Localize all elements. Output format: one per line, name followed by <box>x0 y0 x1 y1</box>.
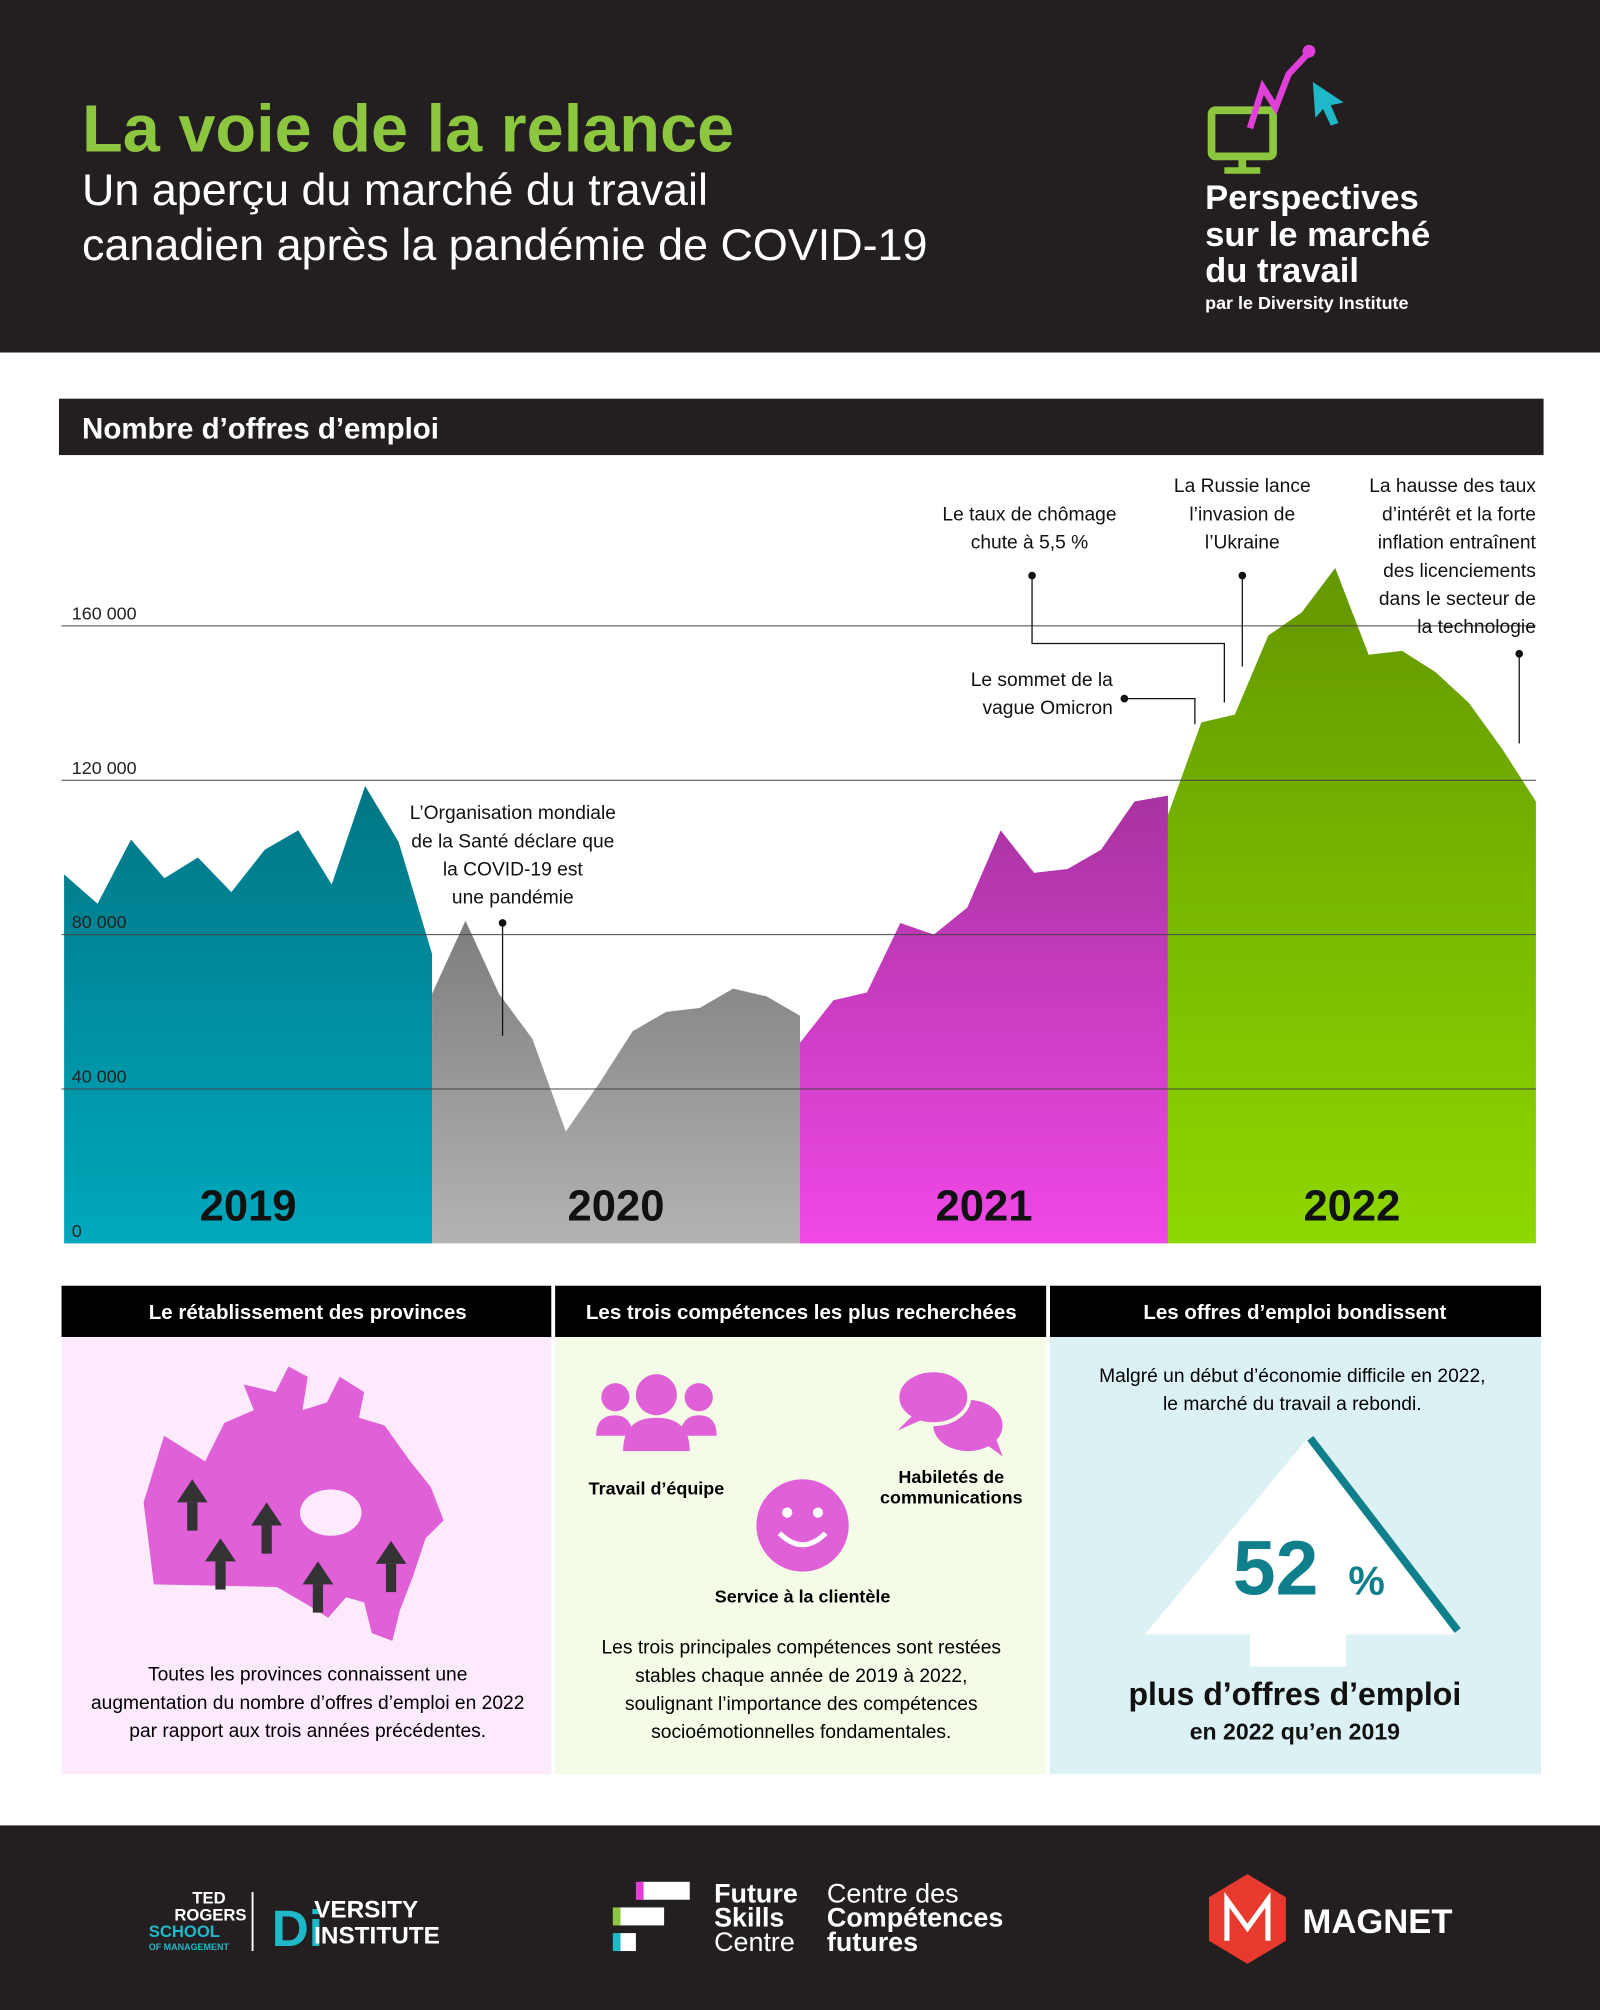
annotation: dans le secteur de <box>1379 589 1536 610</box>
year-label: 2019 <box>200 1182 297 1230</box>
chart: 2019 2020 2021 2022 0 40 000 80 000 120 000 160 … <box>61 476 1537 1244</box>
panel-header <box>61 1285 552 1338</box>
annotation: vague Omicron <box>982 698 1112 719</box>
title: La voie de la relance <box>82 92 734 166</box>
area-shade <box>800 795 1168 1244</box>
panel-header <box>1050 1285 1542 1338</box>
panel-text: le marché du travail a rebondi. <box>1163 1394 1422 1415</box>
annotation-dot <box>498 919 507 927</box>
big-arrow <box>1144 1438 1456 1667</box>
year-label: 2020 <box>568 1182 665 1230</box>
annotation: la COVID-19 est <box>443 860 584 881</box>
annotation: inflation entraînent <box>1378 533 1537 554</box>
annotation-dot <box>1515 649 1524 658</box>
stat-caption: plus d’offres d’emploi <box>1128 1676 1461 1712</box>
annotation: l’Ukraine <box>1205 533 1280 554</box>
area-shade <box>1167 567 1536 1244</box>
logo-text: Centre des <box>827 1878 959 1908</box>
annotation: chute à 5,5 % <box>971 533 1089 554</box>
year-label: 2022 <box>1303 1182 1400 1230</box>
area-shade <box>432 920 800 1244</box>
stat-caption-sub: en 2022 qu’en 2019 <box>1190 1719 1400 1745</box>
logo-text: du travail <box>1205 252 1359 290</box>
logo-text: OF MANAGEMENT <box>149 1942 230 1952</box>
panel-text: soulignant l’importance des compétences <box>625 1694 978 1715</box>
panel-text: Toutes les provinces connaissent une <box>148 1665 467 1686</box>
y-tick-label: 0 <box>72 1221 82 1241</box>
logo-text: futures <box>827 1927 918 1957</box>
speech-icon <box>895 1368 1003 1457</box>
panel-text: Les trois principales compétences sont r… <box>602 1638 1002 1659</box>
panel-text: stables chaque année de 2019 à 2022, <box>635 1666 967 1687</box>
logo-text: Perspectives <box>1205 179 1419 217</box>
stat: 52 <box>1233 1526 1319 1612</box>
annotation: Le taux de chômage <box>942 504 1116 525</box>
footer-bg <box>0 1825 1600 2010</box>
skill-label: Travail d’équipe <box>589 1479 725 1499</box>
panel-header <box>555 1285 1047 1338</box>
smile-icon <box>756 1479 849 1572</box>
annotation-dot <box>1120 694 1129 703</box>
skill-label: Service à la clientèle <box>715 1586 891 1606</box>
stat-unit: % <box>1348 1558 1384 1604</box>
team-icon <box>596 1374 717 1452</box>
annotation: La Russie lance <box>1174 476 1311 497</box>
annotation: L’Organisation mondiale <box>410 803 616 824</box>
panel-text: augmentation du nombre d’offres d’emploi… <box>91 1693 524 1714</box>
panel-text: Malgré un début d’économie difficile en … <box>1099 1366 1485 1387</box>
panel-title: Les offres d’emploi bondissent <box>1143 1301 1446 1324</box>
y-tick-label: 40 000 <box>72 1067 127 1087</box>
subtitle: canadien après la pandémie de COVID-19 <box>82 219 927 270</box>
subtitle: Un aperçu du marché du travail <box>82 164 708 215</box>
panel-title: Les trois compétences les plus recherché… <box>586 1301 1017 1324</box>
logo-text: Di <box>272 1900 323 1957</box>
logo-text: VERSITY <box>314 1897 418 1924</box>
chart-title-bar <box>58 398 1544 456</box>
year-label: 2021 <box>935 1182 1032 1230</box>
logo-text: ROGERS <box>174 1905 246 1924</box>
annotation-dot <box>1028 571 1036 580</box>
logo-byline: par le Diversity Institute <box>1205 293 1408 313</box>
logo-text: Skills <box>714 1903 784 1933</box>
chart-title: Nombre d’offres d’emploi <box>82 412 439 445</box>
logo-text: INSTITUTE <box>314 1922 440 1949</box>
panel-text: socioémotionnelles fondamentales. <box>651 1722 951 1743</box>
logo-text: Centre <box>714 1927 795 1957</box>
annotation: une pandémie <box>452 888 574 909</box>
logo-text: SCHOOL <box>149 1922 220 1941</box>
header-bg <box>0 0 1600 353</box>
logo-text: Future <box>714 1878 798 1908</box>
annotation-leader <box>1031 575 1225 703</box>
fsc-icon <box>612 1881 690 1952</box>
arrow-edge <box>1307 1435 1461 1633</box>
annotation: de la Santé déclare que <box>411 831 614 852</box>
logo-text: TED <box>192 1889 225 1908</box>
panel-title: Le rétablissement des provinces <box>149 1301 467 1324</box>
annotation-dot <box>1238 571 1247 580</box>
annotation: l’invasion de <box>1189 504 1295 525</box>
annotation-leader <box>1124 697 1196 725</box>
annotation: La hausse des taux <box>1369 476 1536 497</box>
area-shade <box>64 786 433 1244</box>
y-tick-label: 120 000 <box>72 758 137 778</box>
annotation: des licenciements <box>1383 561 1536 582</box>
logo-text: sur le marché <box>1205 216 1430 254</box>
annotation: Le sommet de la <box>971 670 1113 691</box>
logo-text: Compétences <box>827 1903 1003 1933</box>
logo-icon <box>1207 44 1344 174</box>
annotation: la technologie <box>1417 617 1536 638</box>
canada-map <box>143 1366 444 1641</box>
panel-text: par rapport aux trois années précédentes… <box>129 1721 486 1742</box>
logo-text: MAGNET <box>1303 1903 1453 1941</box>
skill-label: Habiletés de <box>898 1467 1004 1487</box>
y-tick-label: 160 000 <box>72 603 137 623</box>
y-tick-label: 80 000 <box>72 912 127 932</box>
skill-label: communications <box>880 1488 1023 1508</box>
magnet-icon <box>1208 1874 1286 1964</box>
annotation: d’intérêt et la forte <box>1382 504 1536 525</box>
